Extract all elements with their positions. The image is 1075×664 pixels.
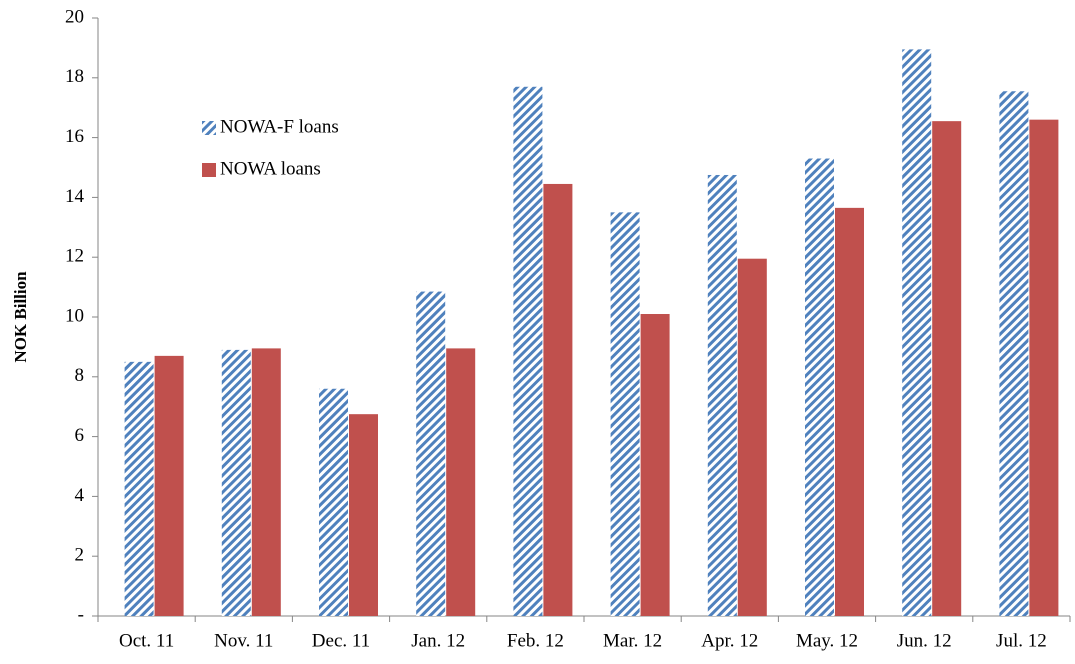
x-tick-label: Nov. 11 <box>214 630 273 651</box>
bar <box>154 355 184 616</box>
x-tick-label: Jan. 12 <box>411 630 465 651</box>
x-tick-label: Jul. 12 <box>996 630 1047 651</box>
y-tick-label: 16 <box>65 126 84 147</box>
y-tick-label: - <box>78 604 84 625</box>
y-tick-label: 10 <box>65 305 84 326</box>
bar <box>640 314 670 616</box>
x-tick-label: Oct. 11 <box>119 630 174 651</box>
y-tick-label: 2 <box>75 545 85 566</box>
bar <box>707 174 737 616</box>
bar <box>902 49 932 616</box>
y-tick-label: 8 <box>75 365 85 386</box>
x-tick-label: Feb. 12 <box>507 630 564 651</box>
bar <box>835 207 864 617</box>
bar <box>1029 119 1059 616</box>
bar <box>543 183 573 616</box>
legend-swatch <box>202 163 216 177</box>
bar <box>513 86 543 616</box>
y-axis-label: NOK Billion <box>11 271 30 363</box>
legend-label: NOWA loans <box>220 158 321 179</box>
bar <box>446 348 476 616</box>
x-tick-label: Dec. 11 <box>312 630 370 651</box>
bar <box>805 158 834 616</box>
bar <box>932 121 962 616</box>
x-tick-label: May. 12 <box>796 630 858 651</box>
y-tick-label: 14 <box>65 186 85 207</box>
y-tick-label: 4 <box>75 485 85 506</box>
bar <box>999 91 1029 616</box>
legend-label: NOWA-F loans <box>220 116 339 137</box>
bar <box>251 348 281 616</box>
bar <box>416 291 446 616</box>
x-tick-label: Jun. 12 <box>897 630 952 651</box>
x-tick-label: Mar. 12 <box>603 630 662 651</box>
bar <box>319 388 348 616</box>
legend-swatch <box>202 121 216 135</box>
x-tick-label: Apr. 12 <box>701 630 758 651</box>
y-tick-label: 6 <box>75 425 85 446</box>
bar <box>610 212 640 616</box>
bar <box>737 258 767 616</box>
y-tick-label: 18 <box>65 66 84 87</box>
y-tick-label: 12 <box>65 246 84 267</box>
bar <box>124 361 154 616</box>
bar <box>221 349 251 616</box>
bar <box>349 414 378 616</box>
y-tick-label: 20 <box>65 6 84 27</box>
